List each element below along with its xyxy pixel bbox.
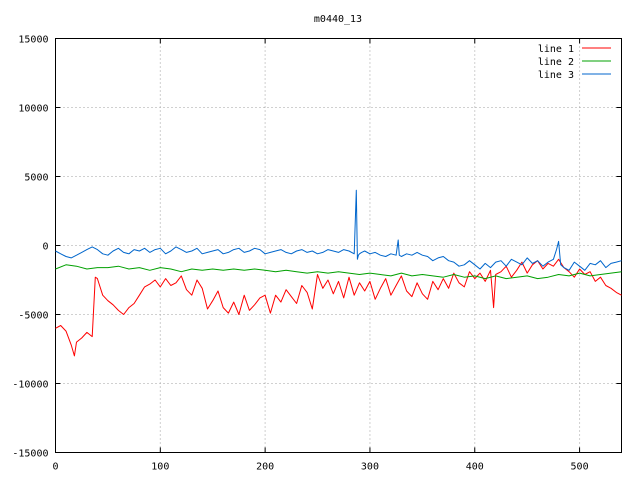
legend-label-1: line 1 (538, 44, 574, 55)
grid (55, 38, 622, 453)
y-tick-label: 10000 (18, 104, 48, 115)
legend: line 1 line 2 line 3 (538, 44, 611, 81)
x-axis-tick-labels: 0 100 200 300 400 500 (52, 462, 588, 473)
chart-title: m0440_13 (314, 14, 362, 25)
series-line-1 (55, 258, 622, 357)
y-tick-label: 15000 (18, 35, 48, 46)
y-axis-tick-labels: -15000 -10000 -5000 0 5000 10000 15000 (12, 35, 48, 460)
x-tick-label: 500 (571, 462, 589, 473)
x-tick-label: 200 (256, 462, 274, 473)
y-tick-label: 0 (42, 242, 48, 253)
legend-label-3: line 3 (538, 70, 574, 81)
y-tick-label: -15000 (12, 449, 48, 460)
series-line-3 (55, 189, 622, 271)
y-tick-label: -10000 (12, 380, 48, 391)
x-tick-label: 400 (466, 462, 484, 473)
x-tick-label: 100 (151, 462, 169, 473)
legend-label-2: line 2 (538, 57, 574, 68)
series-lines (55, 189, 622, 357)
y-tick-label: -5000 (18, 311, 48, 322)
y-tick-label: 5000 (24, 173, 48, 184)
x-tick-label: 0 (52, 462, 58, 473)
x-tick-label: 300 (361, 462, 379, 473)
axis-ticks (55, 38, 622, 453)
series-line-2 (55, 264, 622, 280)
